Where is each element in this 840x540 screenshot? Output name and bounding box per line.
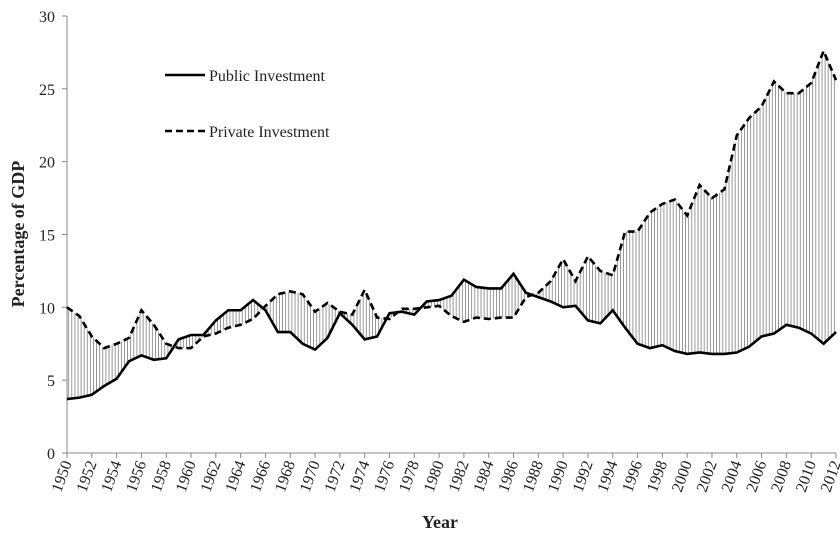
x-tick-label: 1998 bbox=[644, 459, 671, 495]
x-tick-label: 2004 bbox=[719, 459, 746, 495]
x-tick-label: 1954 bbox=[98, 459, 125, 495]
y-tick-label: 0 bbox=[47, 446, 55, 463]
x-tick-label: 1972 bbox=[322, 459, 349, 495]
x-tick-label: 1964 bbox=[222, 459, 249, 495]
x-tick-label: 1994 bbox=[595, 459, 622, 495]
x-tick-label: 2006 bbox=[743, 459, 770, 495]
x-tick-label: 1956 bbox=[123, 459, 150, 495]
x-tick-label: 1980 bbox=[421, 459, 448, 495]
x-tick-label: 1960 bbox=[173, 459, 200, 495]
x-tick-label: 1990 bbox=[545, 459, 572, 495]
x-tick-label: 1962 bbox=[198, 459, 225, 495]
legend-label: Public Investment bbox=[209, 68, 326, 85]
x-tick-label: 1988 bbox=[520, 459, 547, 495]
y-tick-label: 5 bbox=[47, 373, 55, 390]
x-tick-label: 1966 bbox=[247, 459, 274, 495]
y-tick-label: 10 bbox=[39, 300, 55, 317]
x-tick-label: 1976 bbox=[371, 459, 398, 495]
x-tick-label: 1984 bbox=[471, 459, 498, 495]
y-tick-label: 15 bbox=[39, 228, 55, 245]
series-line bbox=[66, 47, 838, 350]
x-tick-label: 1968 bbox=[272, 459, 299, 495]
x-tick-label: 2010 bbox=[793, 459, 820, 495]
x-tick-label: 1970 bbox=[297, 459, 324, 495]
x-tick-label: 1952 bbox=[74, 459, 101, 495]
y-tick-label: 30 bbox=[39, 9, 55, 26]
x-tick-label: 1992 bbox=[570, 459, 597, 495]
legend-label: Private Investment bbox=[209, 124, 330, 141]
series-line bbox=[66, 271, 837, 401]
x-tick-label: 1996 bbox=[619, 459, 646, 495]
x-tick-label: 2002 bbox=[694, 459, 721, 495]
y-tick-label: 25 bbox=[39, 82, 55, 99]
x-tick-label: 2000 bbox=[669, 459, 696, 495]
y-tick-label: 20 bbox=[39, 155, 55, 172]
x-tick-label: 1982 bbox=[446, 459, 473, 495]
x-axis-title: Year bbox=[422, 512, 458, 532]
x-tick-label: 1950 bbox=[49, 459, 76, 495]
x-tick-label: 1986 bbox=[495, 459, 522, 495]
x-tick-label: 2012 bbox=[818, 459, 840, 495]
x-tick-label: 1958 bbox=[148, 459, 175, 495]
y-axis-title: Percentage of GDP bbox=[8, 161, 28, 308]
x-tick-label: 2008 bbox=[768, 459, 795, 495]
x-tick-label: 1974 bbox=[347, 459, 374, 495]
x-tick-label: 1978 bbox=[396, 459, 423, 495]
